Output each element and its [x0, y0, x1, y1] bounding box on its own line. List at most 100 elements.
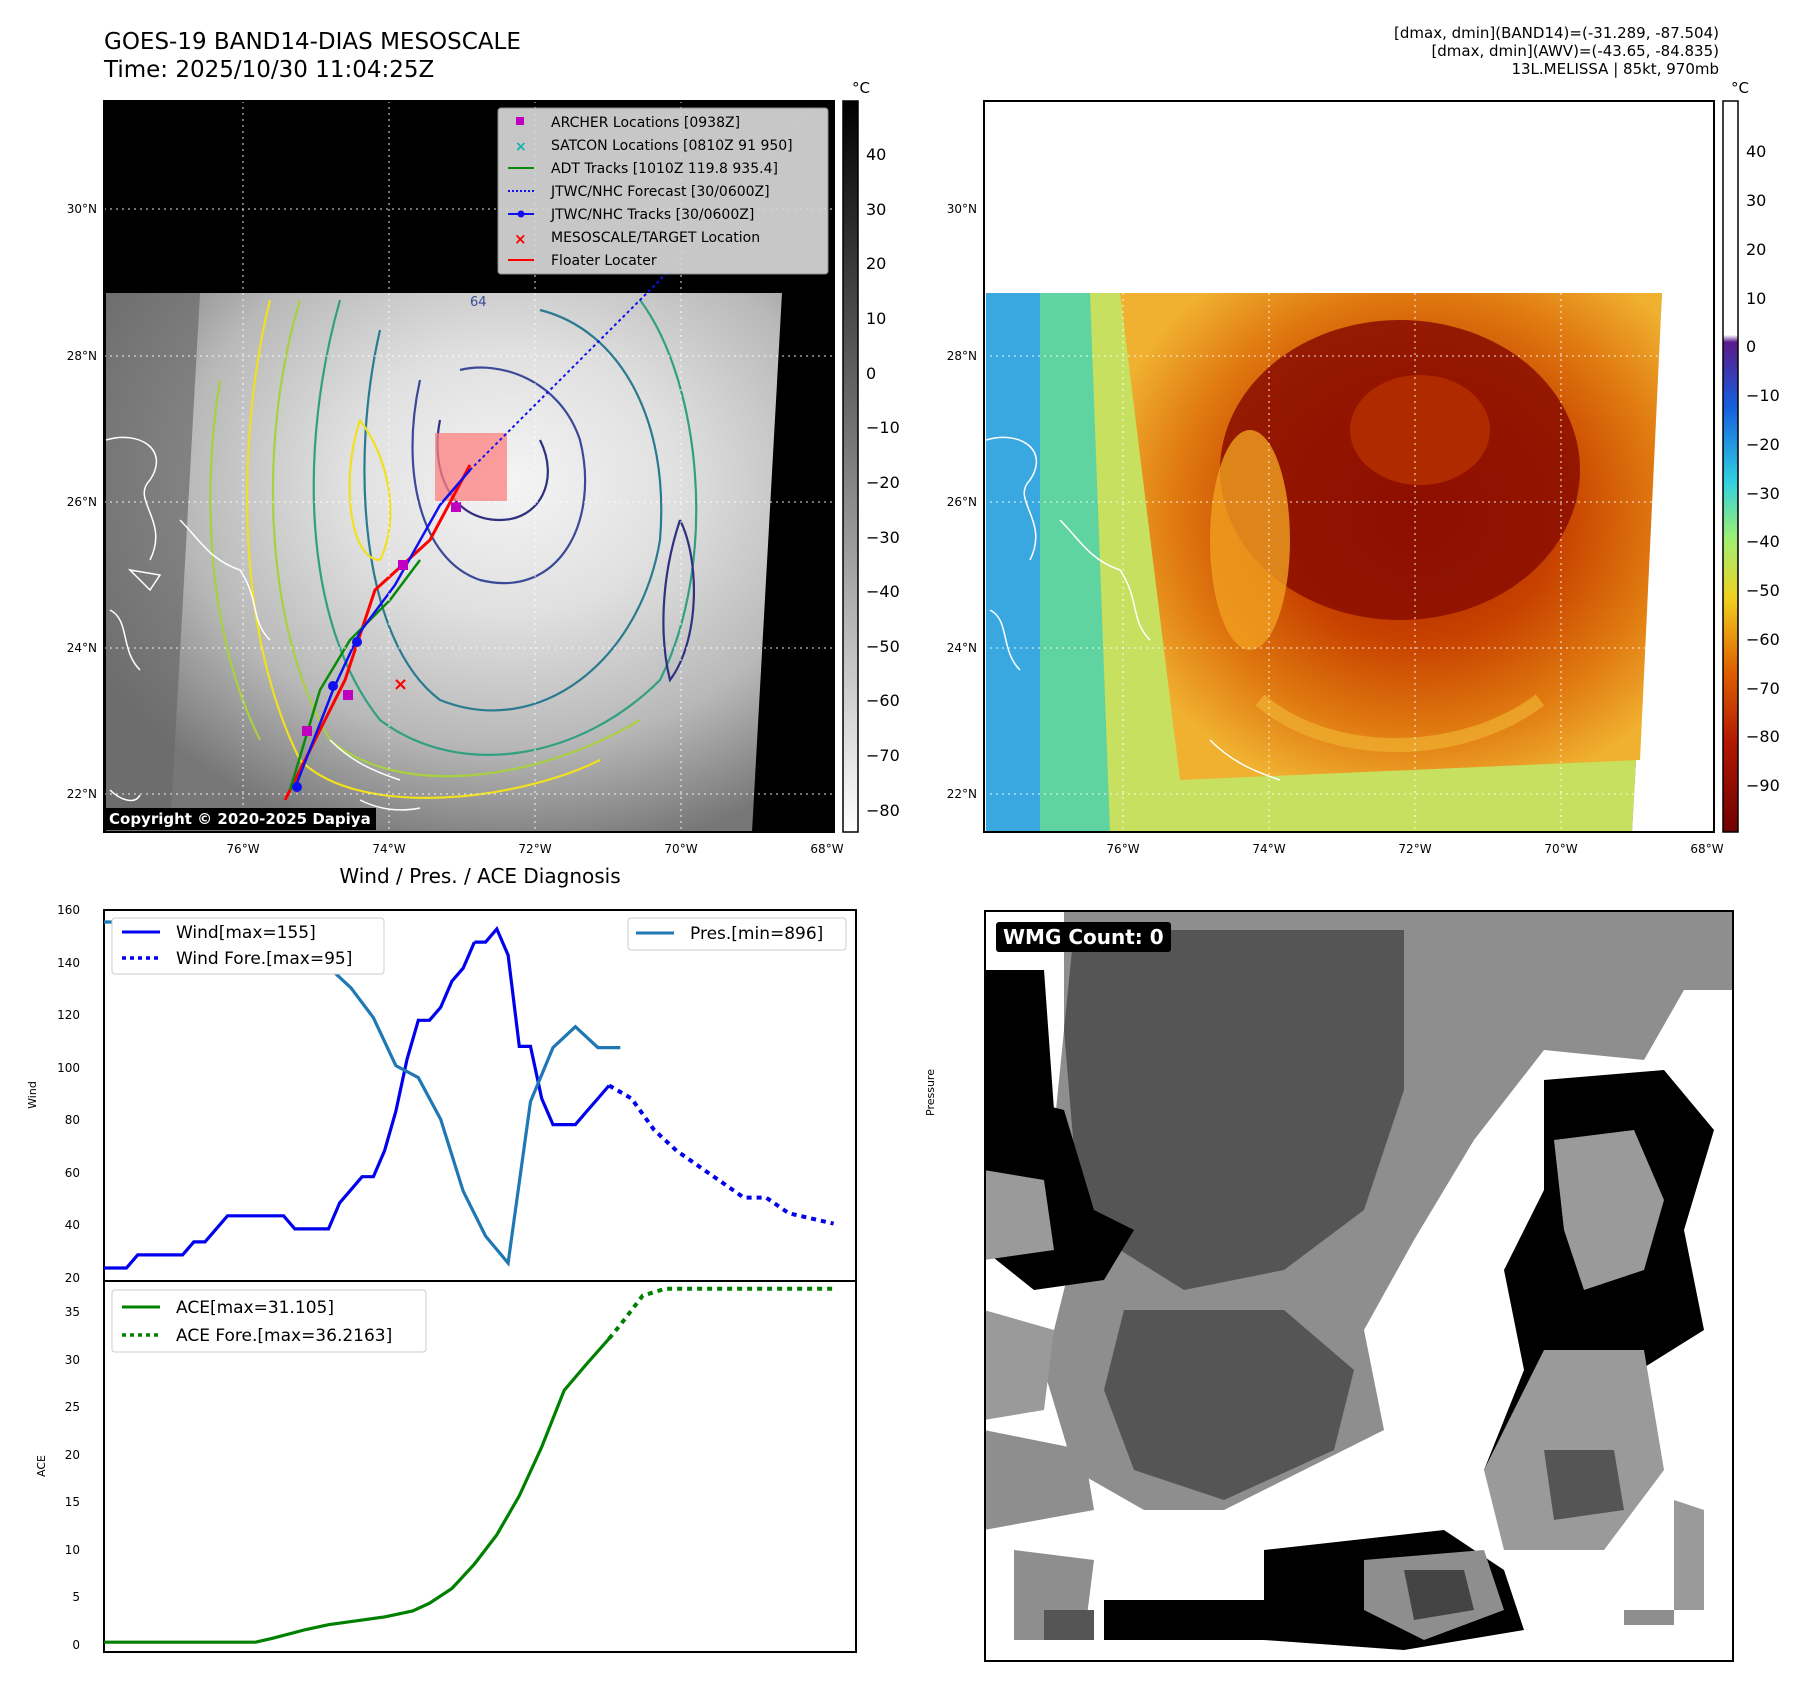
adt-track-line [288, 559, 421, 791]
gray-tick: −30 [866, 528, 900, 547]
track-point [352, 637, 362, 647]
track-point [328, 681, 338, 691]
ace-tick: 20 [65, 1448, 80, 1462]
legend-wind: Wind[max=155] [176, 923, 316, 943]
color-tick: −90 [1746, 776, 1780, 795]
gray-tick: −60 [866, 691, 900, 710]
lon-label: 68°W [810, 842, 843, 856]
legend-ace-fore: ACE Fore.[max=36.2163] [176, 1326, 392, 1346]
wind-ticks: 160 140 120 100 80 60 40 20 [57, 903, 80, 1285]
gray-colorbar-ticks: 40 30 20 10 0 −10 −20 −30 −40 −50 −60 −7… [866, 145, 900, 820]
ace-tick: 25 [65, 1400, 80, 1414]
legend-target: MESOSCALE/TARGET Location [551, 230, 760, 246]
gray-tick: 20 [866, 254, 886, 273]
gray-tick: −70 [866, 746, 900, 765]
gray-tick: 10 [866, 309, 886, 328]
color-tick: 30 [1746, 191, 1766, 210]
wind-line [104, 941, 476, 1270]
wind-tick: 120 [57, 1008, 80, 1022]
archer-marker [398, 560, 408, 570]
gray-colorbar [842, 100, 859, 833]
gray-tick: 0 [866, 364, 876, 383]
timestamp: Time: 2025/10/30 11:04:25Z [104, 57, 435, 83]
archer-marker [343, 690, 353, 700]
archer-marker [451, 502, 461, 512]
awv-gridlines [984, 101, 1714, 832]
archer-marker [302, 726, 312, 736]
lon-label: 72°W [1398, 842, 1431, 856]
color-tick: −50 [1746, 581, 1780, 600]
copyright-badge: Copyright © 2020-2025 Dapiya [104, 808, 376, 830]
wind-tick: 60 [65, 1166, 80, 1180]
legend-archer-marker [516, 117, 524, 125]
awv-imagery [984, 101, 1714, 832]
legend-tracks-dot [517, 210, 525, 218]
lat-label: 24°N [947, 641, 977, 655]
color-tick: 20 [1746, 240, 1766, 259]
legend-tracks: JTWC/NHC Tracks [30/0600Z] [550, 207, 754, 223]
color-tick: −30 [1746, 484, 1780, 503]
mesoscale-target-marker: × [393, 674, 408, 695]
lat-label: 22°N [67, 787, 97, 801]
band14-lat-labels: 30°N 28°N 26°N 24°N 22°N [67, 202, 97, 801]
color-colorbar-unit: °C [1731, 79, 1749, 97]
color-tick: 10 [1746, 289, 1766, 308]
legend-adt: ADT Tracks [1010Z 119.8 935.4] [551, 161, 778, 177]
lat-label: 28°N [947, 349, 977, 363]
lat-label: 30°N [67, 202, 97, 216]
lon-label: 68°W [1690, 842, 1723, 856]
gray-colorbar-unit: °C [852, 79, 870, 97]
color-tick: 0 [1746, 337, 1756, 356]
lon-label: 76°W [226, 842, 259, 856]
diagnosis-lines [104, 920, 835, 1644]
wind-tick: 80 [65, 1113, 80, 1127]
wind-tick: 40 [65, 1218, 80, 1232]
contour-label: 64 [470, 295, 487, 310]
ace-tick: 30 [65, 1353, 80, 1367]
gray-tick: 40 [866, 145, 886, 164]
ace-axis-label: ACE [35, 1455, 48, 1477]
band14-lon-labels: 76°W 74°W 72°W 70°W 68°W [226, 842, 843, 856]
ace-tick: 0 [72, 1638, 80, 1652]
gray-tick: −20 [866, 473, 900, 492]
legend-floater: Floater Locater [551, 253, 657, 269]
awv-range: [dmax, dmin](AWV)=(-43.65, -84.835) [1431, 42, 1719, 60]
diagnosis-title: Wind / Pres. / ACE Diagnosis [339, 864, 621, 888]
legend-satcon: SATCON Locations [0810Z 91 950] [551, 138, 793, 154]
lat-label: 30°N [947, 202, 977, 216]
band14-imagery: 64 × [104, 101, 834, 832]
ace-tick: 15 [65, 1495, 80, 1509]
wmg-regions [984, 910, 1734, 1650]
storm-info: 13L.MELISSA | 85kt, 970mb [1511, 60, 1719, 78]
wind-tick: 20 [65, 1271, 80, 1285]
color-tick: −60 [1746, 630, 1780, 649]
ace-tick: 5 [72, 1590, 80, 1604]
gray-tick: −50 [866, 637, 900, 656]
awv-map-frame [983, 100, 1715, 833]
wind-line-recent [474, 926, 611, 1127]
lat-label: 26°N [67, 495, 97, 509]
target-box [435, 433, 507, 501]
ace-tick: 35 [65, 1305, 80, 1319]
color-tick: −80 [1746, 727, 1780, 746]
pressure-legend: Pres.[min=896] [627, 917, 847, 951]
legend-wind-fore: Wind Fore.[max=95] [176, 949, 352, 969]
diag-info: [dmax, dmin](BAND14)=(-31.289, -87.504) … [1394, 24, 1719, 78]
legend-ace: ACE[max=31.105] [176, 1298, 334, 1318]
wmg-panel [984, 910, 1734, 1662]
pressure-axis-label: Pressure [924, 1069, 937, 1116]
legend-target-marker: × [514, 230, 527, 248]
lon-label: 70°W [664, 842, 697, 856]
ace-ticks: 35 30 25 20 15 10 5 0 [65, 1305, 80, 1652]
wmg-frame [984, 910, 1734, 1662]
map-legend: × × ARCHER Locations [0938Z] SATCON Loca… [497, 107, 829, 275]
page-title: GOES-19 BAND14-DIAS MESOSCALE [104, 29, 521, 55]
gray-tick: −80 [866, 801, 900, 820]
wmg-count-badge: WMG Count: 0 [996, 922, 1171, 952]
wind-tick: 100 [57, 1061, 80, 1075]
ace-forecast-line [607, 1286, 834, 1340]
lon-label: 74°W [1252, 842, 1285, 856]
lat-label: 28°N [67, 349, 97, 363]
color-colorbar-ticks: 40 30 20 10 0 −10 −20 −30 −40 −50 −60 −7… [1746, 142, 1780, 795]
color-tick: −40 [1746, 532, 1780, 551]
